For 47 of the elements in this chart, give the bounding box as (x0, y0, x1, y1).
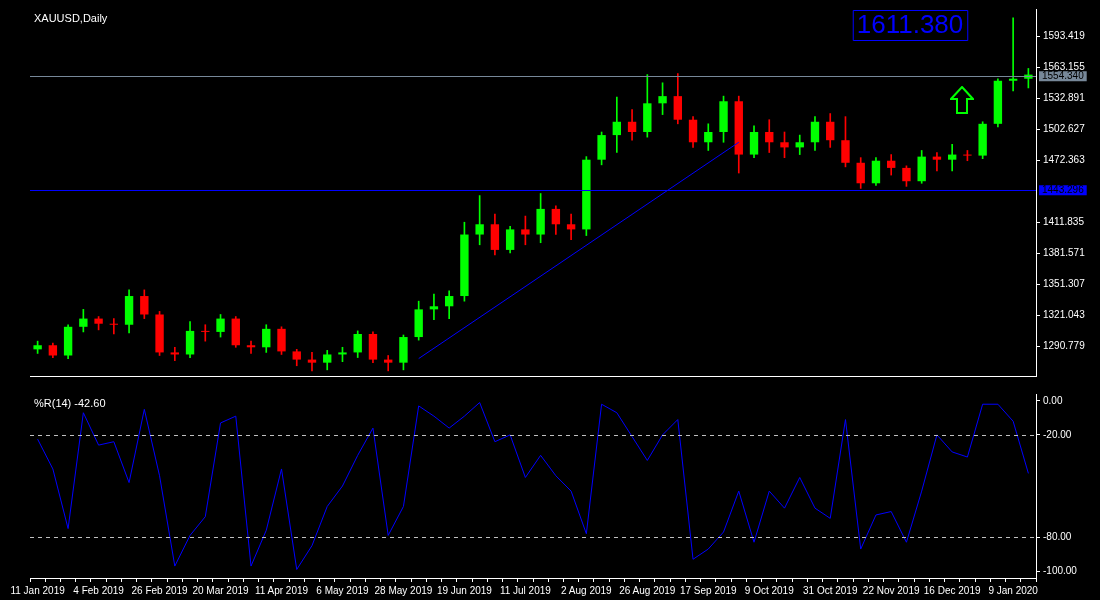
candlestick (612, 96, 622, 153)
x-tick-label: 2 Aug 2019 (561, 584, 613, 596)
x-tick-label: 4 Feb 2019 (73, 584, 125, 596)
y-tick-label: 1502.627 (1043, 123, 1086, 135)
ref-line-label: 1443.296 (1042, 183, 1085, 195)
x-tick-label: 9 Oct 2019 (744, 584, 795, 596)
x-tick-label: 11 Apr 2019 (254, 584, 309, 596)
candlestick (795, 134, 804, 155)
y-tick-label: -20.00 (1043, 428, 1072, 440)
x-tick-label: 20 Mar 2019 (192, 584, 250, 596)
candlestick (566, 213, 576, 240)
x-tick-label: 17 Sep 2019 (679, 584, 738, 596)
candlestick (1008, 17, 1018, 92)
y-tick-label: 1472.363 (1043, 154, 1086, 166)
candlestick (947, 143, 957, 172)
y-tick-label: 1321.043 (1043, 309, 1086, 321)
chart-title: %R(14) -42.60 (34, 396, 106, 409)
candlestick (307, 352, 317, 372)
x-tick-label: 26 Feb 2019 (131, 584, 189, 596)
candlestick (429, 293, 439, 320)
y-tick-label: 1290.779 (1043, 340, 1086, 352)
x-tick-label: 11 Jul 2019 (499, 584, 552, 596)
y-tick-label: 1351.307 (1043, 278, 1086, 290)
x-tick-label: 19 Jun 2019 (436, 584, 493, 596)
y-tick-label: 0.00 (1043, 394, 1063, 406)
y-tick-label: 1411.835 (1043, 216, 1085, 228)
x-tick-label: 22 Nov 2019 (862, 584, 920, 596)
candlestick (246, 340, 256, 354)
x-tick-label: 9 Jan 2020 (988, 584, 1039, 596)
y-tick-label: 1381.571 (1043, 247, 1086, 259)
x-tick-label: 31 Oct 2019 (802, 584, 858, 596)
x-tick-label: 16 Dec 2019 (923, 584, 981, 596)
chart-title: XAUUSD,Daily (34, 11, 108, 24)
ref-line-label: 1554.340 (1042, 70, 1085, 82)
y-tick-label: 1563.155 (1043, 61, 1086, 73)
candlestick (384, 355, 393, 372)
candlestick (932, 152, 942, 172)
y-tick-label: 1532.891 (1043, 92, 1086, 104)
y-tick-label: 1593.419 (1043, 30, 1086, 41)
annotation: 1611.380 (856, 9, 964, 40)
candlestick (170, 346, 179, 361)
x-tick-label: 6 May 2019 (316, 584, 370, 596)
y-tick-label: -80.00 (1043, 530, 1072, 542)
x-tick-label: 11 Jan 2019 (10, 584, 66, 596)
x-tick-label: 26 Aug 2019 (619, 584, 676, 596)
x-tick-label: 28 May 2019 (374, 584, 433, 596)
y-tick-label: -100.00 (1043, 564, 1078, 576)
